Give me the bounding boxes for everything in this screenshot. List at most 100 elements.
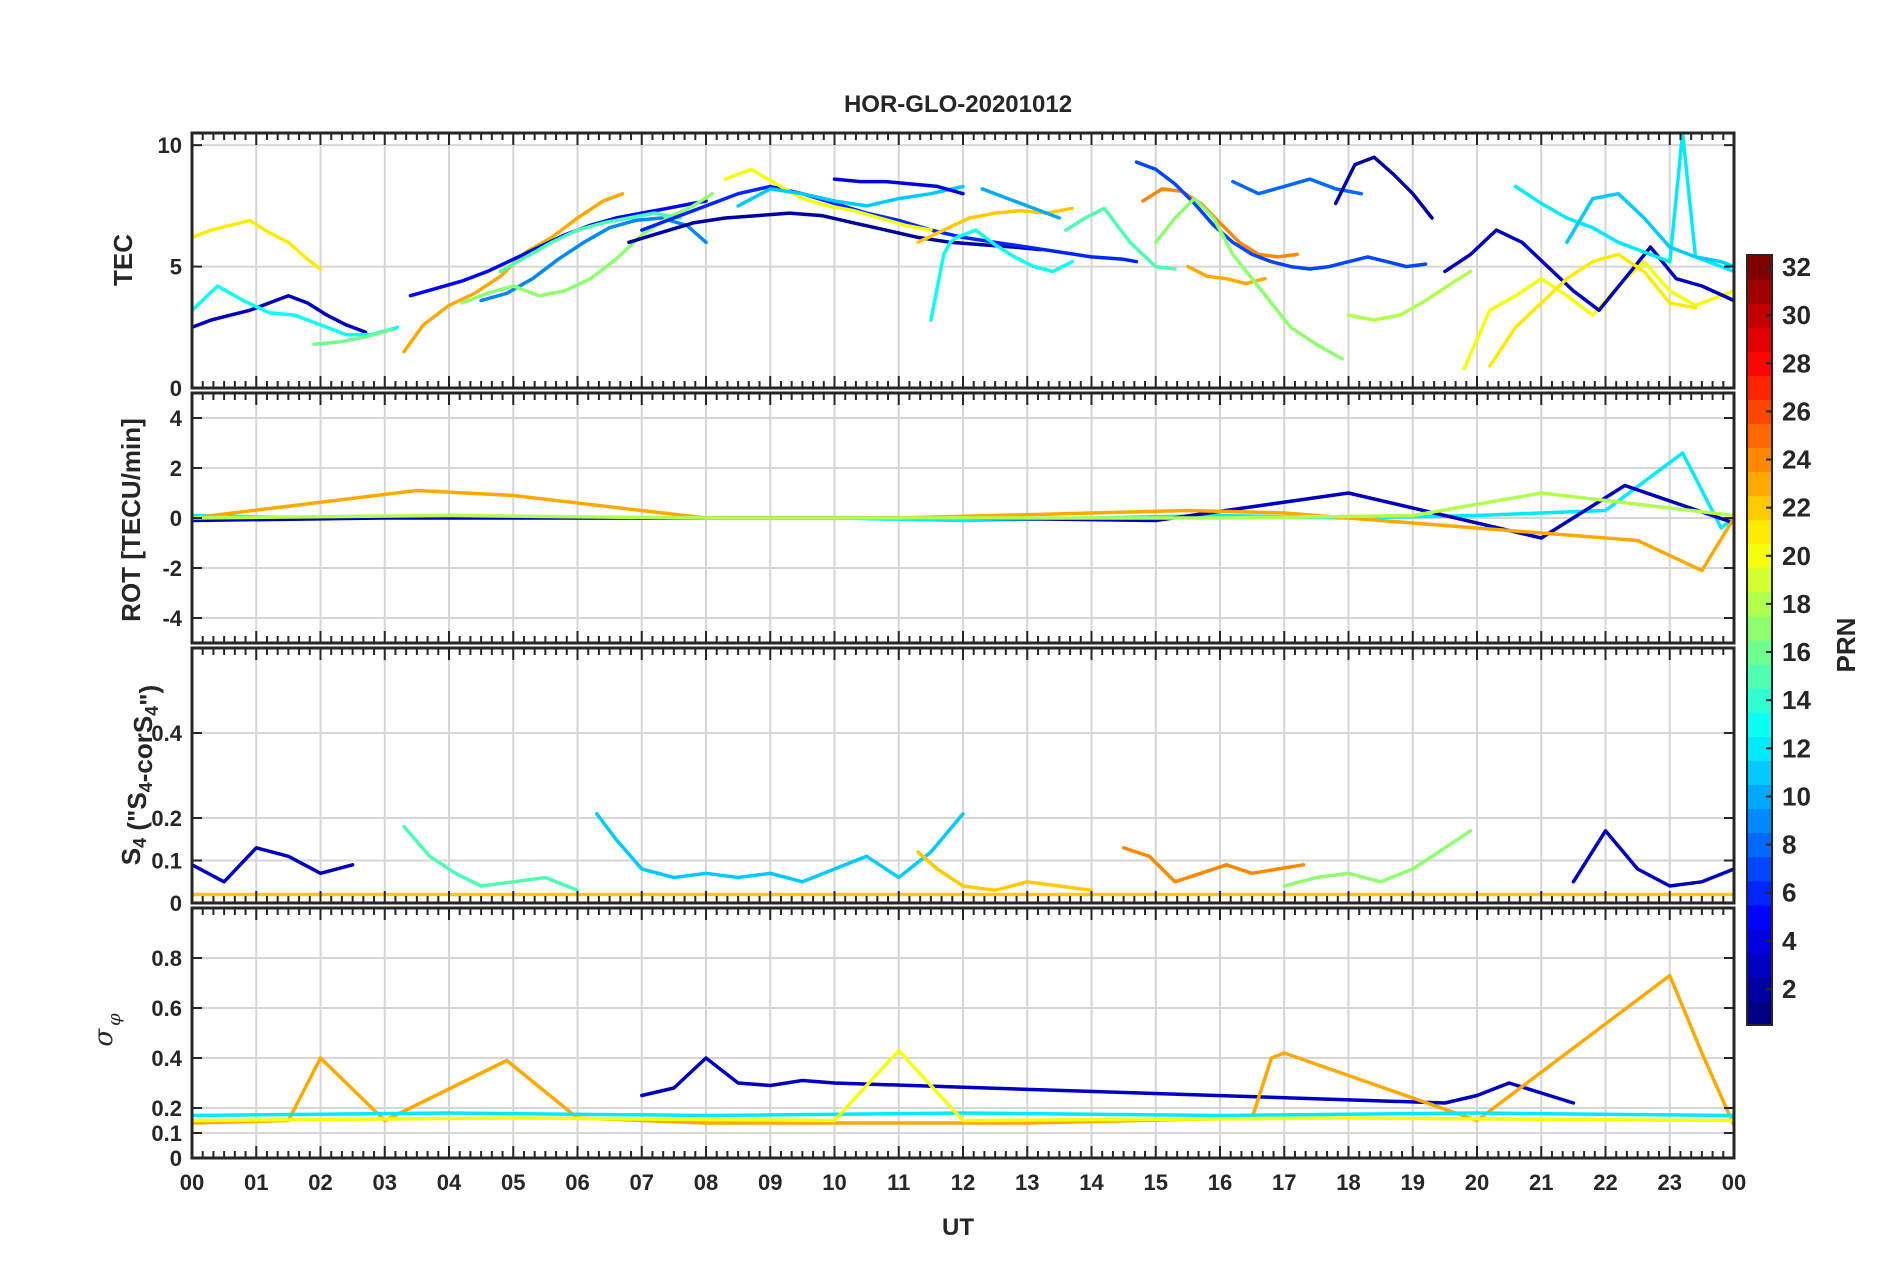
x-tick-label: 02 — [308, 1170, 332, 1195]
colorbar-tick-label: 20 — [1782, 541, 1811, 571]
series-line-prn-11 — [595, 812, 965, 884]
colorbar-segment — [1747, 327, 1772, 352]
y-axis-label-sigma-phi: σφ — [89, 1013, 125, 1047]
panel-frame — [190, 906, 1736, 1160]
x-tick-labels: 00 01 02 03 04 05 06 07 08 09 10 11 12 13 14 15 16 17 18 19… — [180, 1170, 1746, 1195]
series-line-prn-21 — [192, 218, 323, 271]
series-line-prn-3 — [640, 1056, 1576, 1105]
x-tick-label: 05 — [501, 1170, 525, 1195]
x-tick-label: 12 — [951, 1170, 975, 1195]
y-axis-labels: TEC ROT [TECU/min] S4 ("S4-corS4") σφ — [89, 234, 164, 1047]
series-lines — [192, 973, 1734, 1128]
series-line-prn-17 — [1154, 196, 1344, 361]
series-line-prn-2 — [1333, 155, 1434, 220]
series-line-prn-16 — [312, 327, 393, 347]
x-tick-label: 18 — [1336, 1170, 1360, 1195]
colorbar-segment — [1747, 519, 1772, 545]
figure-title: HOR-GLO-20201012 — [844, 91, 1072, 118]
y-tick-label: 0.8 — [151, 946, 182, 971]
y-tick-label: 0 — [170, 891, 182, 916]
x-tick-label: 04 — [437, 1170, 462, 1195]
series-line-prn-3 — [1571, 829, 1734, 888]
colorbar-segment — [1747, 471, 1772, 497]
y-axis-label-tec: TEC — [108, 234, 138, 286]
series-line-prn-6 — [640, 184, 1139, 264]
colorbar-segment — [1747, 856, 1772, 882]
series-lines — [192, 451, 1734, 573]
series-line-prn-4 — [832, 177, 965, 196]
x-tick-label: 11 — [887, 1170, 910, 1195]
colorbar-tick-label: 32 — [1782, 252, 1811, 282]
panel-tec: 0 5 10 — [158, 131, 1736, 401]
gridlines — [192, 393, 1734, 643]
y-tick-label: 0 — [170, 1146, 182, 1171]
colorbar-segment — [1747, 808, 1772, 834]
series-line-prn-20 — [723, 167, 933, 232]
colorbar-segment — [1747, 615, 1772, 641]
x-tick-label: 14 — [1079, 1170, 1104, 1195]
series-line-prn-23 — [1186, 264, 1267, 286]
colorbar-segment — [1747, 567, 1772, 593]
x-tick-label: 13 — [1015, 1170, 1039, 1195]
x-tick-label: 00 — [180, 1170, 204, 1195]
colorbar-tick-label: 18 — [1782, 589, 1811, 619]
x-tick-label: 09 — [758, 1170, 782, 1195]
colorbar-segment — [1747, 423, 1772, 449]
x-tick-label: 20 — [1465, 1170, 1489, 1195]
y-tick-label: 0 — [170, 376, 182, 401]
panel-frame — [190, 646, 1736, 905]
series-line-prn-23 — [192, 488, 1734, 573]
colorbar-segment — [1747, 760, 1772, 785]
panel-frame — [190, 391, 1736, 645]
panel-frame — [190, 131, 1736, 390]
series-line-prn-18 — [1346, 269, 1473, 322]
series-line-prn-3 — [1443, 228, 1734, 313]
y-tick-label: 0.6 — [151, 996, 182, 1021]
series-line-prn-21 — [1488, 252, 1698, 368]
series-line-prn-13 — [192, 284, 400, 337]
x-tick-label: 00 — [1722, 1170, 1746, 1195]
colorbar-label: PRN — [1831, 618, 1861, 673]
colorbar-tick-label: 10 — [1782, 781, 1811, 811]
x-tick-label: 06 — [565, 1170, 589, 1195]
series-line-prn-24 — [1121, 846, 1306, 884]
series-line-prn-20 — [192, 1048, 1734, 1123]
series-lines — [192, 133, 1734, 371]
y-tick-label: -4 — [162, 606, 182, 631]
x-tick-label: 01 — [244, 1170, 268, 1195]
colorbar-segment — [1747, 664, 1772, 689]
series-line-prn-24 — [1141, 187, 1299, 259]
series-line-prn-18 — [192, 491, 1734, 520]
series-line-prn-12 — [192, 1111, 1734, 1118]
series-line-prn-11 — [736, 184, 965, 208]
series-line-prn-23 — [192, 973, 1734, 1128]
colorbar-tick-label: 28 — [1782, 348, 1811, 378]
series-line-prn-17 — [460, 191, 715, 305]
series-line-prn-22 — [916, 850, 1094, 893]
x-tick-label: 15 — [1144, 1170, 1168, 1195]
x-tick-label: 19 — [1401, 1170, 1425, 1195]
colorbar-tick-label: 8 — [1782, 830, 1796, 860]
x-tick-label: 23 — [1658, 1170, 1682, 1195]
colorbar-segment — [1747, 1000, 1772, 1026]
y-tick-label: 5 — [170, 255, 182, 280]
colorbar-segment — [1747, 279, 1772, 304]
y-tick-label: 0.2 — [151, 1096, 182, 1121]
colorbar-segment — [1747, 712, 1772, 737]
x-axis-label: UT — [942, 1214, 974, 1241]
y-axis-label-rot: ROT [TECU/min] — [116, 418, 146, 622]
series-line-prn-9 — [479, 216, 708, 303]
x-tick-label: 03 — [373, 1170, 397, 1195]
colorbar-tick-label: 24 — [1782, 445, 1811, 475]
x-tick-label: 07 — [630, 1170, 654, 1195]
series-line-prn-3 — [192, 293, 368, 334]
x-tick-label: 16 — [1208, 1170, 1232, 1195]
x-tick-label: 08 — [694, 1170, 718, 1195]
panel-sigma-phi: 00.10.2 0.4 0.6 0.8 — [151, 906, 1736, 1171]
series-line-prn-13 — [929, 228, 1074, 322]
series-line-prn-2 — [627, 211, 1042, 252]
y-tick-label: 4 — [170, 406, 183, 431]
panel-s4: 0 0.1 0.2 0.4 — [151, 646, 1736, 916]
